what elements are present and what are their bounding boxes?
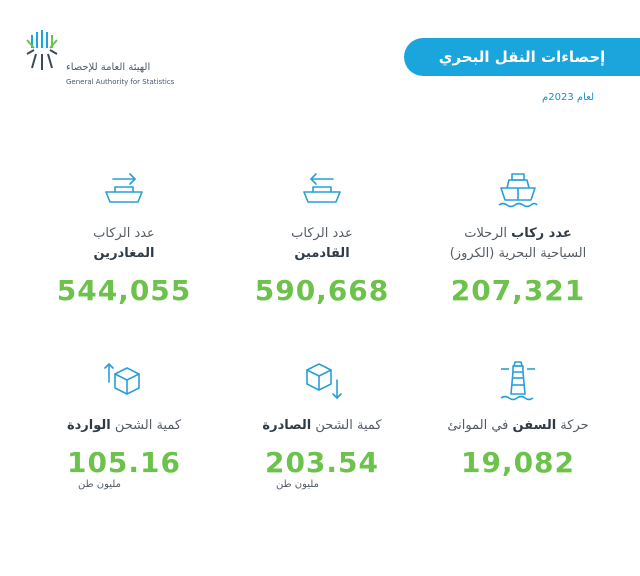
stat-value: 590,668 bbox=[254, 274, 390, 307]
label-bold: الواردة bbox=[66, 418, 111, 433]
label-bold: المغادرين bbox=[93, 246, 155, 261]
stat-value: 544,055 bbox=[56, 274, 192, 307]
page-subtitle: لعام 2023م bbox=[542, 92, 594, 103]
stat-label: كمية الشحن الواردة bbox=[24, 416, 224, 436]
label-bold: الصادرة bbox=[262, 418, 312, 433]
stat-value: 207,321 bbox=[450, 274, 586, 307]
stat-ship-movements: حركة السفن في الموانئ 19,082 bbox=[418, 358, 618, 479]
incoming-box-icon bbox=[104, 363, 140, 395]
stat-cruise-passengers: عدد ركاب الرحلات السياحية البحرية (الكرو… bbox=[418, 170, 618, 307]
lighthouse-icon bbox=[500, 361, 535, 401]
logo-english-name: General Authority for Statistics bbox=[66, 78, 175, 86]
label-post: في الموانئ bbox=[447, 418, 513, 433]
label-bold: السفن bbox=[512, 418, 557, 433]
cruise-ship-icon bbox=[498, 173, 538, 208]
stat-label: حركة السفن في الموانئ bbox=[418, 416, 618, 436]
label-bold: القادمين bbox=[294, 246, 350, 261]
label-line1: عدد الركاب bbox=[291, 226, 353, 241]
label-pre: حركة bbox=[556, 418, 589, 433]
stat-label: عدد ركاب الرحلات السياحية البحرية (الكرو… bbox=[418, 224, 618, 264]
stat-label: عدد الركاب المغادرين bbox=[24, 224, 224, 264]
label-line2: السياحية البحرية (الكروز) bbox=[449, 246, 587, 261]
label-text: الرحلات bbox=[464, 226, 512, 241]
page-title: إحصاءات النقل البحري bbox=[404, 38, 640, 76]
stat-unit: مليون طن bbox=[78, 479, 121, 490]
gastat-logo: الهيئة العامة للإحصاء General Authority … bbox=[22, 28, 192, 88]
stat-arriving-passengers: عدد الركاب القادمين 590,668 bbox=[222, 170, 422, 307]
arriving-ship-icon bbox=[303, 173, 341, 203]
label-line1: عدد الركاب bbox=[93, 226, 155, 241]
stat-label: عدد الركاب القادمين bbox=[222, 224, 422, 264]
logo-arabic-name: الهيئة العامة للإحصاء bbox=[66, 62, 151, 73]
departing-ship-icon bbox=[105, 173, 143, 203]
stat-value: 19,082 bbox=[460, 446, 576, 479]
gastat-emblem-icon bbox=[26, 30, 58, 70]
stat-value: 105.16 bbox=[66, 446, 182, 479]
label-bold: عدد ركاب bbox=[511, 226, 572, 241]
label-pre: كمية الشحن bbox=[311, 418, 382, 433]
stat-label: كمية الشحن الصادرة bbox=[222, 416, 422, 436]
stat-exported-cargo: كمية الشحن الصادرة 203.54 مليون طن bbox=[222, 358, 422, 490]
stat-departing-passengers: عدد الركاب المغادرين 544,055 bbox=[24, 170, 224, 307]
stat-imported-cargo: كمية الشحن الواردة 105.16 مليون طن bbox=[24, 358, 224, 490]
outgoing-box-icon bbox=[306, 363, 342, 399]
label-pre: كمية الشحن bbox=[110, 418, 182, 433]
stat-unit: مليون طن bbox=[276, 479, 319, 490]
stat-value: 203.54 bbox=[264, 446, 380, 479]
